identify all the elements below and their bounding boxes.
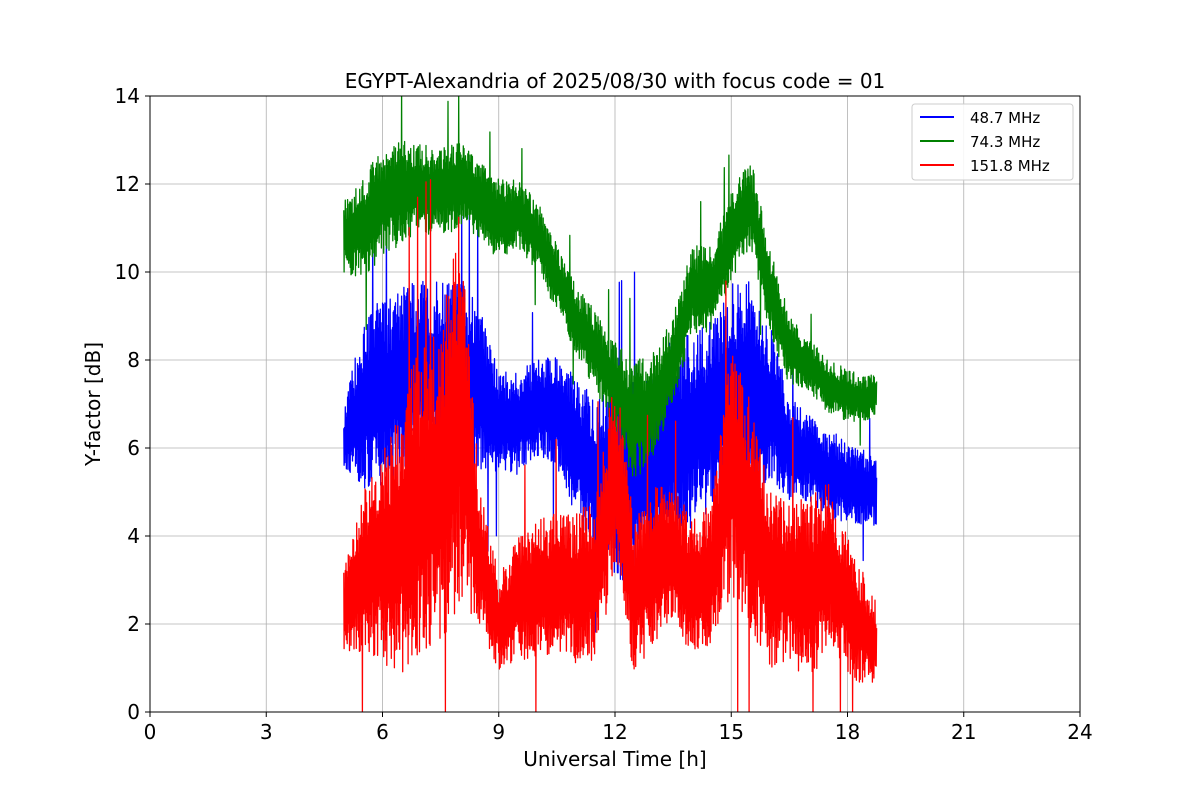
y-tick-label: 2 xyxy=(127,612,140,636)
x-tick-label: 6 xyxy=(376,720,389,744)
y-tick-label: 12 xyxy=(115,172,140,196)
x-tick-label: 21 xyxy=(951,720,976,744)
y-tick-label: 8 xyxy=(127,348,140,372)
y-tick-label: 0 xyxy=(127,700,140,724)
legend-label-74-3: 74.3 MHz xyxy=(970,133,1040,151)
y-axis-label: Y-factor [dB] xyxy=(81,342,105,467)
x-tick-label: 9 xyxy=(492,720,505,744)
x-axis-label: Universal Time [h] xyxy=(523,747,706,771)
legend-box xyxy=(911,103,1074,181)
series-line-2 xyxy=(343,179,878,712)
y-tick-label: 14 xyxy=(115,84,140,108)
chart-title: EGYPT-Alexandria of 2025/08/30 with focu… xyxy=(345,69,886,93)
series-layer xyxy=(343,96,878,712)
x-tick-label: 3 xyxy=(260,720,273,744)
x-tick-label: 18 xyxy=(835,720,860,744)
x-tick-label: 15 xyxy=(719,720,744,744)
x-tick-label: 24 xyxy=(1067,720,1092,744)
y-tick-label: 10 xyxy=(115,260,140,284)
legend-label-48-7: 48.7 MHz xyxy=(970,109,1040,127)
legend-label-151-8: 151.8 MHz xyxy=(970,157,1050,175)
legend: 48.7 MHz 74.3 MHz 151.8 MHz xyxy=(911,103,1074,181)
series-line-1 xyxy=(343,96,878,477)
y-tick-label: 4 xyxy=(127,524,140,548)
x-tick-label: 0 xyxy=(144,720,157,744)
x-tick-label: 12 xyxy=(602,720,627,744)
y-tick-label: 6 xyxy=(127,436,140,460)
